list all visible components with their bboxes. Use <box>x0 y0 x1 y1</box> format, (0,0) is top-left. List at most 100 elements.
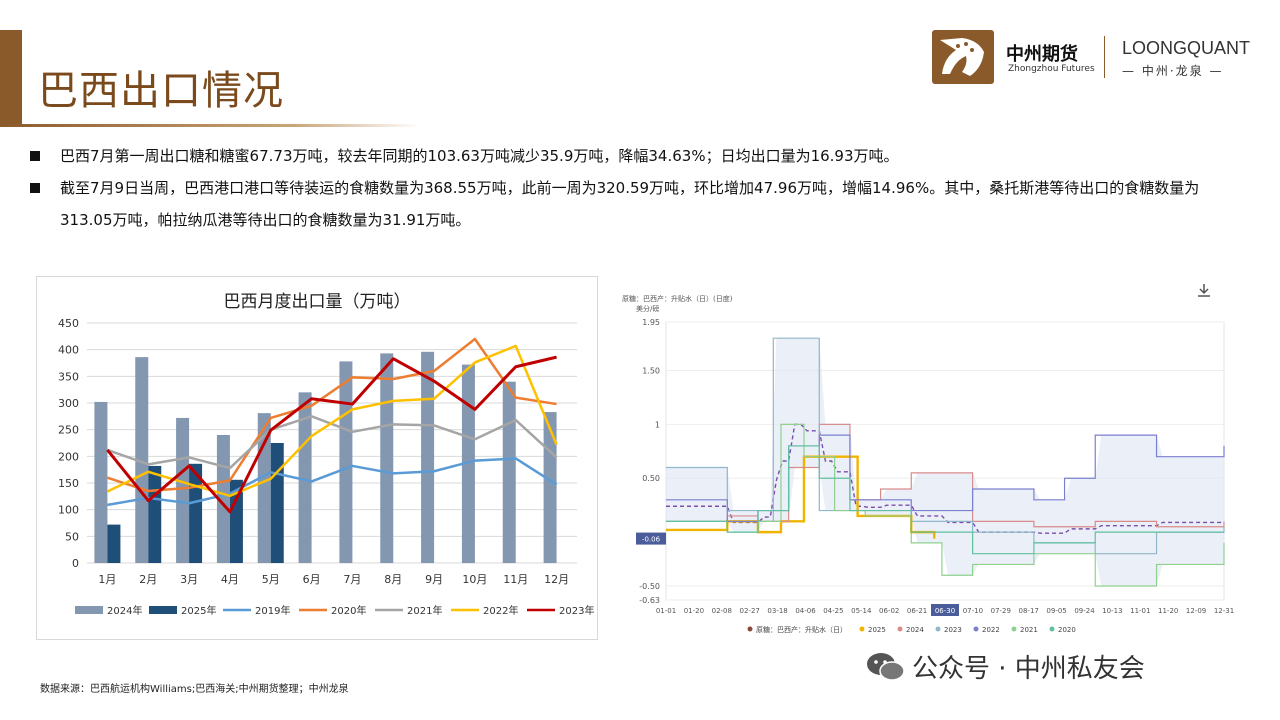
line-2020年 <box>107 337 557 493</box>
monthly-export-chart-svg: 巴西月度出口量（万吨） 0 50 100 150 200 250 300 350 400 450 1月… <box>58 292 594 617</box>
x-tick-label: 02-27 <box>740 607 760 615</box>
y-tick-label: 150 <box>58 477 79 490</box>
x-tick-label: 01-01 <box>656 607 676 615</box>
x-tick-label: 9月 <box>425 573 443 586</box>
bar-2025年-1月 <box>107 524 121 563</box>
x-tick-label: 10-13 <box>1102 607 1122 615</box>
x-tick-label: 11月 <box>503 573 528 586</box>
wechat-icon <box>867 653 905 681</box>
y-tick-label: 300 <box>58 397 79 410</box>
bullet-text: 截至7月9日当周，巴西港口港口等待装运的食糖数量为368.55万吨，此前一周为3… <box>60 179 1200 229</box>
x-tick-label: 01-20 <box>684 607 704 615</box>
current-value-label: -0.06 <box>642 536 661 544</box>
legend-label: 2019年 <box>255 604 290 617</box>
x-tick-label: 06-21 <box>907 607 927 615</box>
x-tick-label: 6月 <box>303 573 321 586</box>
x-tick-label: 02-08 <box>712 607 732 615</box>
legend-label: 2021 <box>1020 626 1038 634</box>
legend-label: 2025年 <box>181 604 216 617</box>
x-tick-label: 09-24 <box>1074 607 1095 615</box>
x-tick-label: 4月 <box>221 573 239 586</box>
legend-dot-2025 <box>859 626 865 632</box>
x-tick-label: 08-17 <box>1019 607 1039 615</box>
x-tick-label: 3月 <box>180 573 198 586</box>
x-tick-label: 2月 <box>139 573 157 586</box>
download-icon[interactable] <box>1198 284 1210 297</box>
bar-2024年-8月 <box>380 353 394 563</box>
x-tick-label: 07-29 <box>991 607 1011 615</box>
legend-dot-2020 <box>1049 626 1055 632</box>
bar-2025年-3月 <box>189 463 203 563</box>
x-tick-label: 04-06 <box>795 607 816 615</box>
legend-label: 2022 <box>982 626 1000 634</box>
chart2-unit: 美分/磅 <box>636 304 659 313</box>
highlighted-x-bg <box>931 604 959 616</box>
bullet-1: 巴西7月第一周出口糖和糖蜜67.73万吨，较去年同期的103.63万吨减少35.… <box>30 140 1230 172</box>
bullet-square-icon <box>30 151 40 161</box>
title-underline <box>0 124 420 127</box>
download-glyph <box>1198 284 1210 297</box>
bar-2024年-2月 <box>135 357 149 563</box>
legend-label: 2021年 <box>407 604 442 617</box>
legend-swatch-2024年 <box>75 606 103 614</box>
chart2-title: 原糖：巴西产：升贴水（日）(日度) <box>622 294 733 303</box>
page-title: 巴西出口情况 <box>38 68 284 114</box>
legend-label: 原糖：巴西产：升贴水（日） <box>756 625 847 634</box>
monthly-export-chart: 巴西月度出口量（万吨） 0 50 100 150 200 250 300 350 400 450 1月… <box>36 276 598 640</box>
x-tick-label: 10月 <box>462 573 487 586</box>
bar-2024年-1月 <box>94 401 108 563</box>
legend-label: 2024 <box>906 626 924 634</box>
x-tick-label: 12-09 <box>1186 607 1206 615</box>
line-2022年 <box>106 344 558 498</box>
brand-en: LOONGQUANT <box>1122 38 1251 58</box>
bar-2024年-12月 <box>543 412 557 563</box>
bar-2024年-9月 <box>421 351 435 563</box>
x-tick-label: 12月 <box>544 573 569 586</box>
bullet-text: 巴西7月第一周出口糖和糖蜜67.73万吨，较去年同期的103.63万吨减少35.… <box>60 147 899 165</box>
bar-2024年-6月 <box>298 392 312 563</box>
line-2023年 <box>106 355 557 514</box>
premium-chart: 原糖：巴西产：升贴水（日）(日度) 美分/磅 1.95 1.50 1 0.50 -0.50 -… <box>616 280 1234 642</box>
legend-dot-原糖：巴西产：升贴水（日） <box>747 626 753 632</box>
logo-cn: 中州期货 <box>1006 44 1078 65</box>
x-tick-label: 03-18 <box>767 607 787 615</box>
x-tick-label: 11-01 <box>1130 607 1150 615</box>
legend-dot-2024 <box>897 626 903 632</box>
chart-title: 巴西月度出口量（万吨） <box>224 292 411 312</box>
y-tick-label: 1 <box>655 420 660 429</box>
legend-label: 2020年 <box>331 604 366 617</box>
y-tick-label: 450 <box>58 317 79 330</box>
y-tick-label: 0 <box>72 557 79 570</box>
logo-en: Zhongzhou Futures <box>1008 64 1095 74</box>
y-tick-label: 350 <box>58 370 79 383</box>
range-band <box>666 338 1224 586</box>
logo-separator <box>1104 36 1105 78</box>
bar-2024年-7月 <box>339 361 353 563</box>
x-tick-label: 7月 <box>343 573 361 586</box>
bar-2025年-5月 <box>270 443 284 563</box>
y-tick-label: -0.63 <box>639 596 660 605</box>
zhongzhou-logo-icon <box>932 30 994 84</box>
legend-dot-2021 <box>1011 626 1017 632</box>
bar-2024年-3月 <box>176 417 190 563</box>
data-source: 数据来源：巴西航运机构Williams;巴西海关;中州期货整理；中州龙泉 <box>40 684 349 695</box>
legend-label: 2023年 <box>559 604 594 617</box>
premium-chart-svg: 原糖：巴西产：升贴水（日）(日度)美分/磅 1.95 1.50 1 0.50 -0.50 -… <box>622 284 1234 634</box>
bullet-square-icon <box>30 183 40 193</box>
brand-cn: — 中州·龙泉 — <box>1122 64 1224 78</box>
line-2019年 <box>107 457 558 507</box>
x-tick-label: 05-14 <box>851 607 872 615</box>
current-value-bg <box>636 532 666 545</box>
y-tick-label: 50 <box>65 530 79 543</box>
x-tick-label: 12-31 <box>1214 607 1234 615</box>
watermark-text: 公众号 · 中州私友会 <box>912 654 1145 684</box>
legend-dot-2023 <box>935 626 941 632</box>
bar-2024年-10月 <box>461 364 475 563</box>
bar-2025年-4月 <box>229 479 243 563</box>
title-accent-bar <box>0 30 22 126</box>
legend-swatch-2025年 <box>149 606 177 614</box>
legend-label: 2024年 <box>107 604 142 617</box>
x-tick-label: 07-10 <box>963 607 983 615</box>
y-tick-label: 100 <box>58 504 79 517</box>
highlighted-x-label: 06-30 <box>935 607 955 615</box>
